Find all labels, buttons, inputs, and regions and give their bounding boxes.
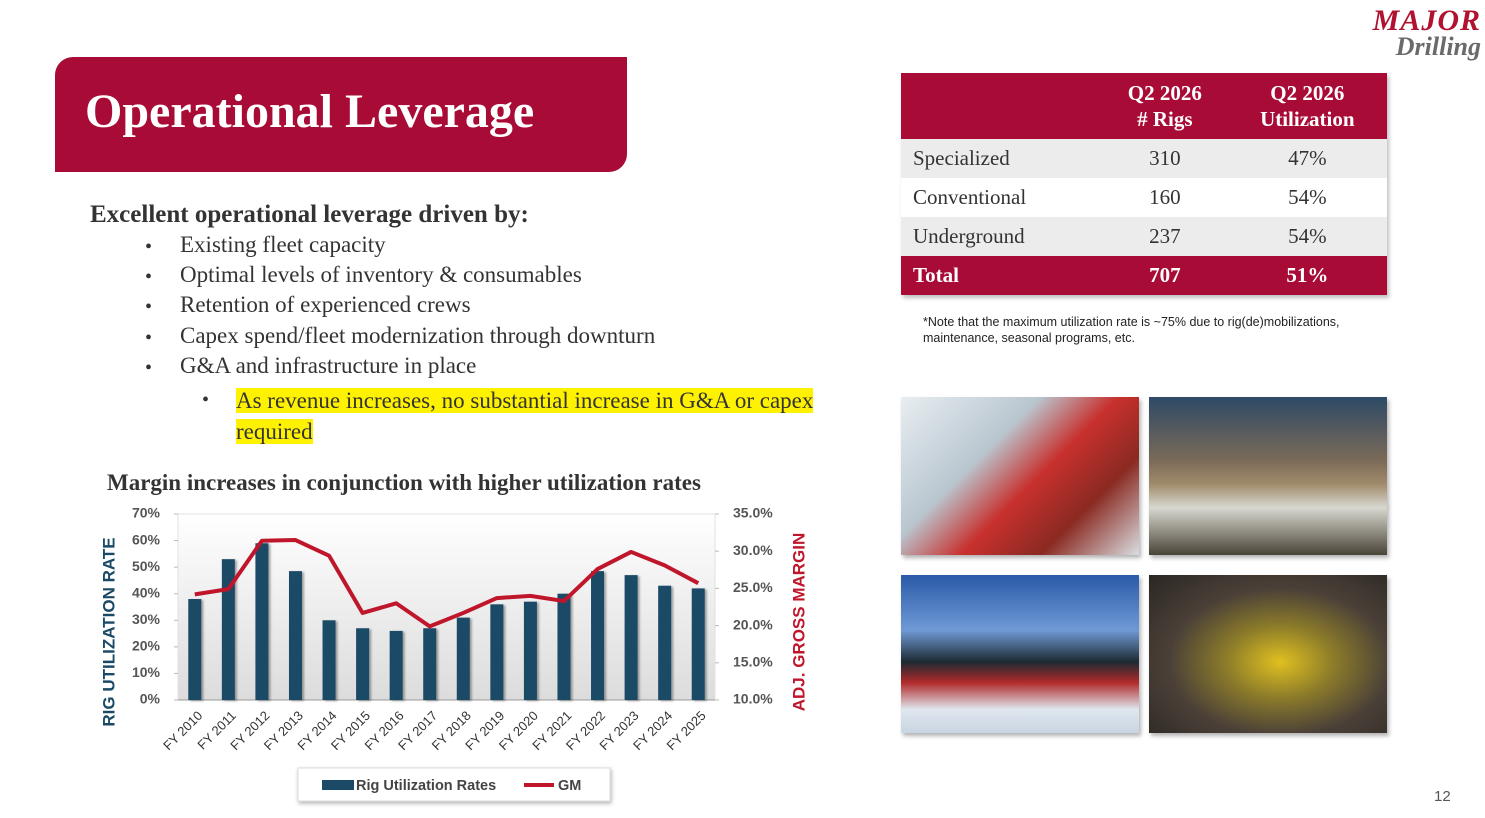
bullet-intro: Excellent operational leverage driven by… xyxy=(90,201,529,228)
bar xyxy=(255,543,269,700)
header-text: Q2 2026 xyxy=(1270,81,1345,105)
y-tick-label: 20% xyxy=(132,638,161,654)
bullet-dot: • xyxy=(145,236,153,258)
table-cell: 51% xyxy=(1227,256,1387,295)
bar xyxy=(557,593,571,700)
bar xyxy=(658,585,672,700)
bar xyxy=(490,604,504,700)
bar xyxy=(188,599,202,700)
header-row: Q2 2026 # Rigs Q2 2026 Utilization xyxy=(901,73,1387,139)
bar xyxy=(523,601,537,700)
logo-drilling: Drilling xyxy=(1395,32,1481,61)
bar xyxy=(456,617,470,700)
y-tick-label: 70% xyxy=(132,505,161,521)
bar xyxy=(591,571,605,700)
table-cell: 237 xyxy=(1102,217,1228,256)
highlighted-text: As revenue increases, no substantial inc… xyxy=(236,388,814,444)
table-cell: Total xyxy=(901,256,1102,295)
bar xyxy=(221,559,235,700)
y2-tick-label: 30.0% xyxy=(733,542,773,558)
table-cell: Specialized xyxy=(901,139,1102,178)
header-cell: Q2 2026 # Rigs xyxy=(1102,73,1228,139)
table-body: Specialized 310 47% Conventional 160 54% Under… xyxy=(901,139,1387,295)
table-cell: Conventional xyxy=(913,185,1027,209)
photo-underground-rig xyxy=(1149,575,1387,733)
table-row: Underground 237 54% xyxy=(901,217,1387,256)
table-cell: 54% xyxy=(1288,185,1327,209)
table-cell: 47% xyxy=(1227,139,1387,178)
legend-label: Rig Utilization Rates xyxy=(356,778,496,794)
y2-tick-label: 10.0% xyxy=(733,691,773,707)
line xyxy=(194,538,700,629)
logo-major: MAJOR xyxy=(1372,4,1481,37)
photo-drill-snow xyxy=(901,397,1139,555)
bullet-dot: • xyxy=(145,326,153,349)
bullet-item: Existing fleet capacity xyxy=(180,232,386,257)
bullet-item: Optimal levels of inventory & consumable… xyxy=(180,262,582,288)
bar xyxy=(322,620,336,700)
y2-axis-label: ADJ. GROSS MARGIN xyxy=(789,533,808,712)
chart-title: Margin increases in conjunction with hig… xyxy=(107,470,701,495)
table-row: Conventional 160 54% xyxy=(901,178,1387,217)
bullet-dot: • xyxy=(145,266,153,289)
header-text: Q2 2026 xyxy=(1127,81,1202,105)
header-cell xyxy=(901,73,1102,139)
slide-title: Operational Leverage xyxy=(85,85,535,138)
title-banner xyxy=(55,57,627,172)
note: *Note that the maximum utilization rate … xyxy=(923,315,1340,345)
table-cell: 160 xyxy=(1149,185,1181,209)
y2-tick-label: 25.0% xyxy=(733,579,773,595)
y2-tick-label: 15.0% xyxy=(733,654,773,670)
y-tick-label: 60% xyxy=(132,531,161,547)
legend-swatch xyxy=(322,780,354,790)
sub-bullet: As revenue increases, no substantial inc… xyxy=(236,385,836,447)
header-text: # Rigs xyxy=(1137,107,1193,131)
y-tick-label: 0% xyxy=(140,691,161,707)
bullet-dot: • xyxy=(202,389,210,411)
header-cell: Q2 2026 Utilization xyxy=(1227,73,1387,139)
header-text: Utilization xyxy=(1260,107,1355,131)
bullet-item: Retention of experienced crews xyxy=(180,292,471,318)
bar xyxy=(691,588,705,700)
bar xyxy=(288,571,302,700)
rig-table: Q2 2026 # Rigs Q2 2026 Utilization Special… xyxy=(901,73,1387,295)
bar xyxy=(389,630,403,700)
bar xyxy=(423,628,437,700)
photo-winter-camp xyxy=(901,575,1139,733)
table-cell: 310 xyxy=(1102,139,1228,178)
photo-drill-truck xyxy=(1149,397,1387,555)
total-row: Total 707 51% xyxy=(901,256,1387,295)
table-cell: 54% xyxy=(1227,217,1387,256)
chart: 0% 10% 20% 30% 40% 50% 60% 70% 10.0% 15.0% 20.0% 25… xyxy=(100,505,808,802)
page-number: 12 xyxy=(1434,788,1451,805)
legend-label: GM xyxy=(558,778,581,794)
y-tick-label: 10% xyxy=(132,664,161,680)
bar xyxy=(356,628,370,700)
y-axis-label: RIG UTILIZATION RATE xyxy=(100,537,118,726)
bar xyxy=(624,575,638,700)
bullet-dot: • xyxy=(145,296,153,319)
bullet-item: G&A and infrastructure in place xyxy=(180,352,477,378)
y-tick-label: 50% xyxy=(132,558,161,574)
y-tick-label: 40% xyxy=(132,584,161,600)
table-cell: 707 xyxy=(1102,256,1228,295)
table-row: Specialized 310 47% xyxy=(901,139,1387,178)
y2-tick-label: 20.0% xyxy=(733,616,773,632)
bullet-item: Capex spend/fleet modernization through … xyxy=(180,322,656,348)
bullet-dot: • xyxy=(145,356,153,379)
y-tick-label: 30% xyxy=(132,611,161,627)
y2-tick-label: 35.0% xyxy=(733,505,773,521)
table-cell: Underground xyxy=(901,217,1102,256)
